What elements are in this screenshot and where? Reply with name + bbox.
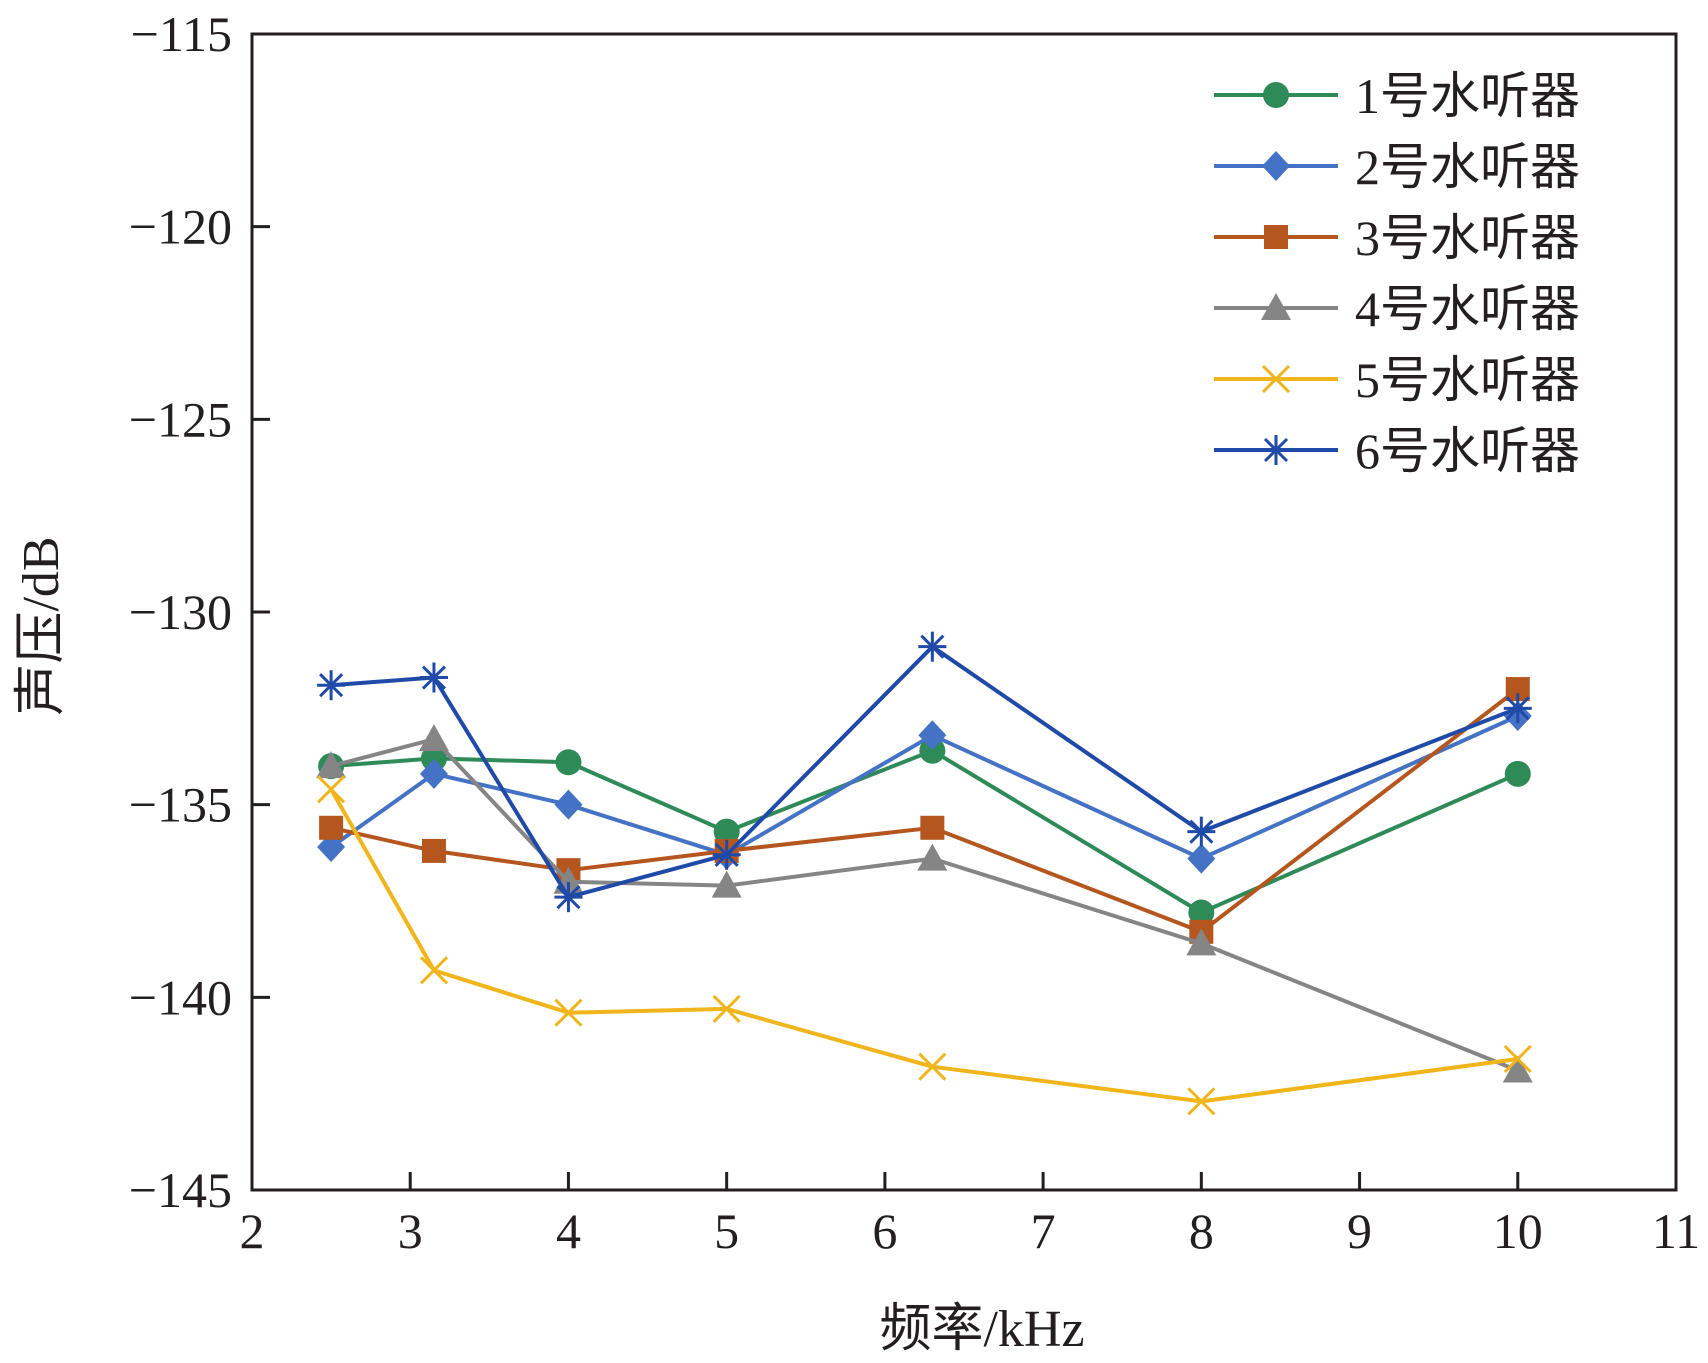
- series-5: [317, 775, 1532, 1116]
- x-tick-label: 4: [556, 1203, 581, 1259]
- data-point: [554, 789, 583, 820]
- data-point: [419, 662, 448, 693]
- data-point: [1503, 1044, 1532, 1074]
- legend-marker: [1261, 364, 1291, 394]
- data-point: [712, 839, 741, 870]
- legend-item-2: 2号水听器: [1214, 139, 1580, 195]
- legend-label: 5号水听器: [1355, 352, 1580, 408]
- legend: 1号水听器 2号水听器 3号水听器 4号水听器 5号水听器 6号水听器: [1214, 68, 1580, 479]
- data-point: [419, 758, 448, 789]
- series-line: [330, 687, 1520, 934]
- data-point: [316, 751, 347, 779]
- x-tick-label: 3: [398, 1203, 423, 1259]
- y-tick-label: −145: [129, 1162, 232, 1218]
- y-tick-label: −130: [129, 584, 232, 640]
- data-point: [554, 998, 583, 1027]
- legend-marker: [1262, 151, 1290, 181]
- data-point: [1187, 843, 1216, 874]
- y-tick-label: −115: [131, 6, 232, 62]
- data-point: [418, 724, 449, 752]
- legend-label: 4号水听器: [1355, 281, 1580, 337]
- data-point: [317, 670, 346, 701]
- data-point: [918, 631, 947, 662]
- data-point: [1502, 1055, 1533, 1083]
- data-point: [1504, 760, 1531, 787]
- series-4: [316, 724, 1533, 1083]
- y-axis-title: 声压/dB: [13, 536, 70, 715]
- series-6: [317, 631, 1532, 913]
- data-point: [1187, 1087, 1216, 1116]
- data-point: [917, 843, 948, 871]
- y-axis: −115 −120 −125 −130 −135 −140 −145: [129, 6, 270, 1218]
- legend-item-5: 5号水听器: [1214, 352, 1580, 408]
- legend-item-3: 3号水听器: [1214, 210, 1580, 266]
- x-tick-label: 6: [872, 1203, 897, 1259]
- data-point: [419, 956, 449, 985]
- x-tick-label: 5: [714, 1203, 739, 1259]
- data-point: [555, 749, 582, 776]
- legend-item-1: 1号水听器: [1214, 68, 1580, 124]
- series-layer: [316, 631, 1533, 1116]
- legend-label: 2号水听器: [1355, 139, 1580, 195]
- data-point: [1188, 899, 1215, 926]
- plot-frame: [250, 32, 1678, 1192]
- y-tick-label: −125: [129, 391, 232, 447]
- x-tick-label: 8: [1189, 1203, 1214, 1259]
- legend-label: 3号水听器: [1355, 210, 1580, 266]
- x-tick-label: 2: [240, 1203, 265, 1259]
- data-point: [918, 720, 947, 751]
- x-axis-title: 频率/kHz: [879, 1301, 1084, 1358]
- data-point: [319, 815, 344, 840]
- data-point: [420, 745, 447, 772]
- plot-border: [250, 32, 1678, 1192]
- data-point: [713, 818, 740, 845]
- y-tick-label: −140: [129, 969, 232, 1025]
- series-line: [330, 737, 1519, 1073]
- legend-item-4: 4号水听器: [1214, 281, 1580, 337]
- legend-item-6: 6号水听器: [1214, 423, 1580, 479]
- data-point: [918, 1052, 947, 1081]
- data-point: [554, 882, 583, 913]
- data-point: [1503, 693, 1532, 724]
- x-axis: 2 3 4 5 6 7 8 9 10 11: [240, 1172, 1700, 1259]
- y-tick-label: −120: [129, 199, 232, 255]
- data-point: [920, 815, 945, 840]
- data-point: [1186, 928, 1217, 956]
- x-tick-label: 10: [1493, 1203, 1543, 1259]
- legend-label: 1号水听器: [1355, 68, 1580, 124]
- legend-marker: [1263, 82, 1289, 108]
- x-tick-label: 7: [1031, 1203, 1056, 1259]
- data-point: [421, 838, 446, 863]
- x-tick-label: 11: [1652, 1203, 1700, 1259]
- data-point: [712, 994, 741, 1023]
- legend-label: 6号水听器: [1355, 423, 1580, 479]
- x-tick-label: 9: [1347, 1203, 1372, 1259]
- legend-marker: [1262, 435, 1290, 465]
- y-tick-label: −135: [129, 777, 232, 833]
- data-point: [1187, 816, 1216, 847]
- legend-marker: [1261, 293, 1291, 320]
- data-point: [711, 870, 742, 898]
- data-point: [317, 775, 346, 804]
- data-point: [919, 737, 946, 764]
- legend-marker: [1264, 225, 1288, 249]
